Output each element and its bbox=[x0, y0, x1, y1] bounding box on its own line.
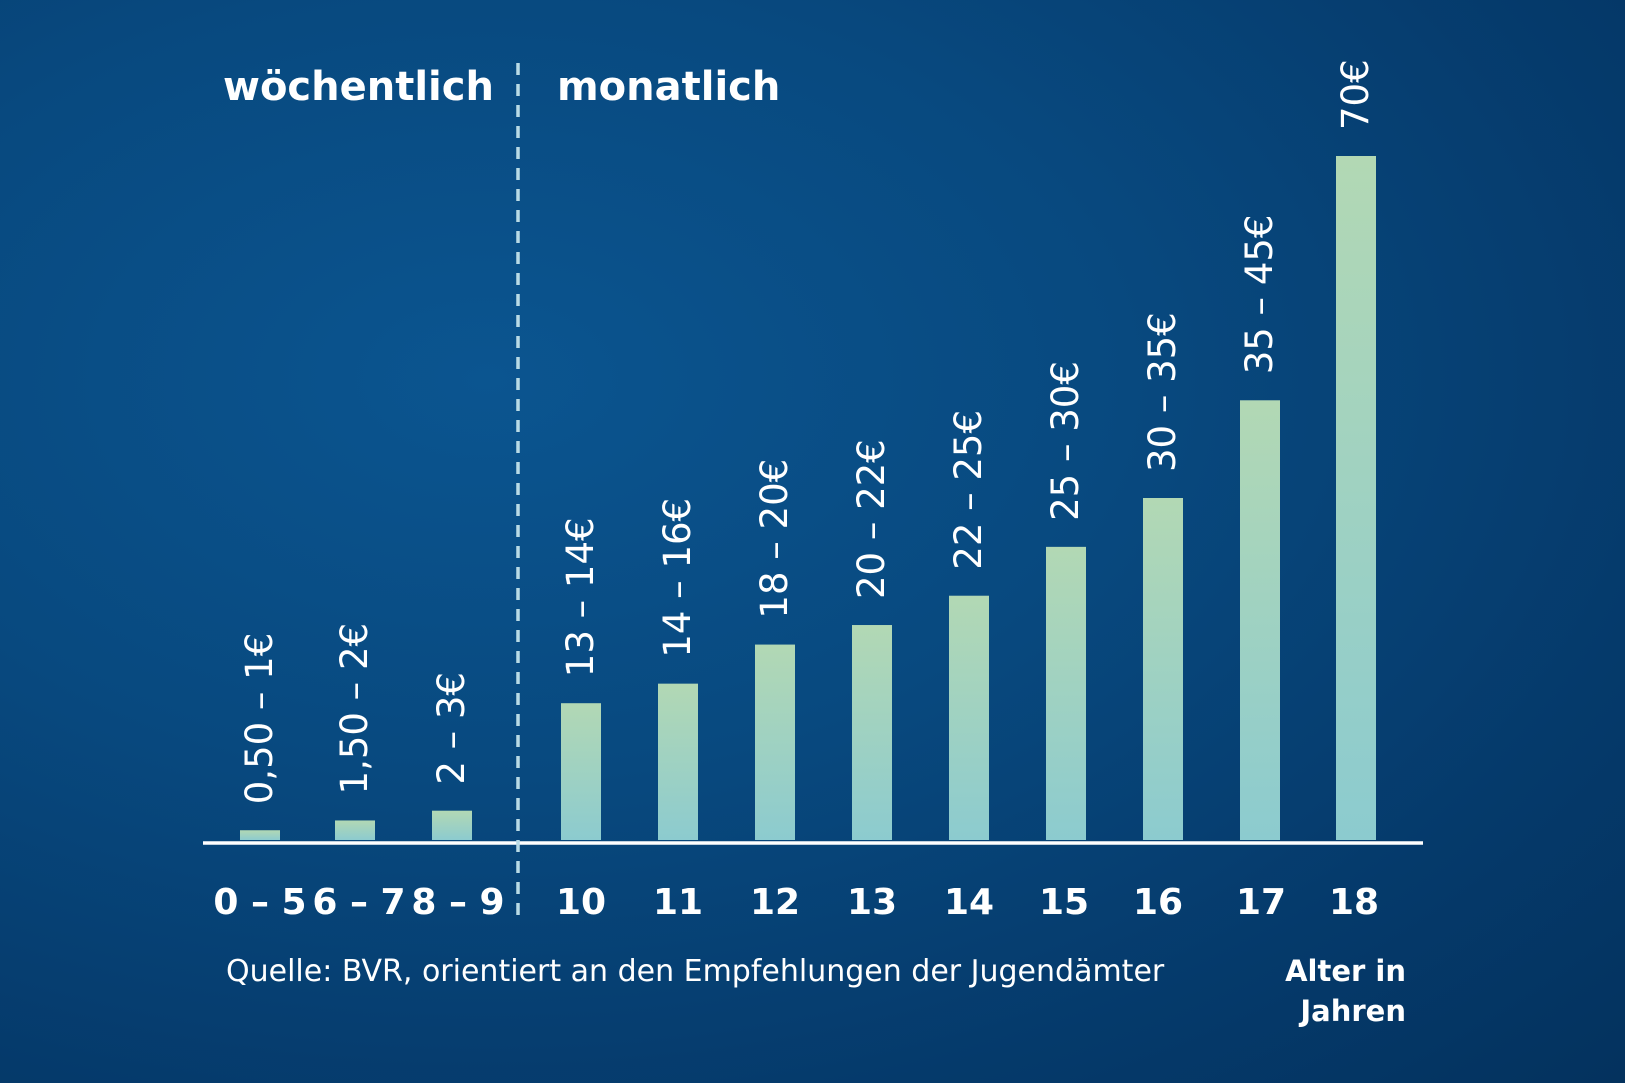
bar-8 bbox=[949, 595, 989, 840]
bar-5 bbox=[658, 683, 698, 840]
bars-group bbox=[240, 156, 1376, 840]
bar-2 bbox=[335, 820, 375, 840]
section-label-weekly: wöchentlich bbox=[223, 64, 494, 110]
bar-4 bbox=[561, 703, 601, 840]
data-label-7: 20 – 22€ bbox=[850, 439, 893, 599]
data-label-6: 18 – 20€ bbox=[753, 459, 796, 619]
data-label-4: 13 – 14€ bbox=[559, 517, 602, 677]
data-label-11: 35 – 45€ bbox=[1238, 215, 1281, 375]
bar-11 bbox=[1240, 400, 1280, 840]
x-tick-label-8: 14 bbox=[944, 882, 994, 923]
source-note: Quelle: BVR, orientiert an den Empfehlun… bbox=[226, 954, 1165, 989]
x-axis-title-line-2: Jahren bbox=[1298, 994, 1406, 1028]
x-tick-label-1: 0 – 5 bbox=[213, 882, 306, 923]
bar-9 bbox=[1046, 546, 1086, 840]
x-tick-label-11: 17 bbox=[1236, 882, 1286, 923]
data-label-1: 0,50 – 1€ bbox=[238, 633, 281, 805]
x-tick-label-4: 10 bbox=[556, 882, 606, 923]
data-label-3: 2 – 3€ bbox=[430, 672, 473, 785]
x-tick-label-2: 6 – 7 bbox=[312, 882, 405, 923]
section-label-monthly: monatlich bbox=[557, 64, 780, 110]
bar-1 bbox=[240, 830, 280, 840]
bar-7 bbox=[852, 625, 892, 840]
x-tick-label-6: 12 bbox=[750, 882, 800, 923]
bar-12 bbox=[1336, 156, 1376, 840]
x-tick-label-9: 15 bbox=[1039, 882, 1089, 923]
data-label-2: 1,50 – 2€ bbox=[333, 623, 376, 795]
data-labels-group: 0,50 – 1€ 1,50 – 2€ 2 – 3€ 13 – 14€ 14 – 16€… bbox=[238, 59, 1377, 804]
data-label-5: 14 – 16€ bbox=[656, 498, 699, 658]
data-label-10: 30 – 35€ bbox=[1141, 312, 1184, 472]
bar-3 bbox=[432, 810, 472, 840]
bar-6 bbox=[755, 644, 795, 840]
x-tick-label-10: 16 bbox=[1133, 882, 1183, 923]
data-label-9: 25 – 30€ bbox=[1044, 361, 1087, 521]
x-tick-label-3: 8 – 9 bbox=[411, 882, 504, 923]
x-tick-label-12: 18 bbox=[1329, 882, 1379, 923]
bar-10 bbox=[1143, 498, 1183, 840]
data-label-12: 70€ bbox=[1334, 59, 1377, 130]
x-tick-label-7: 13 bbox=[847, 882, 897, 923]
data-label-8: 22 – 25€ bbox=[947, 410, 990, 570]
x-tick-label-5: 11 bbox=[653, 882, 703, 923]
x-axis-title-line-1: Alter in bbox=[1285, 954, 1406, 988]
